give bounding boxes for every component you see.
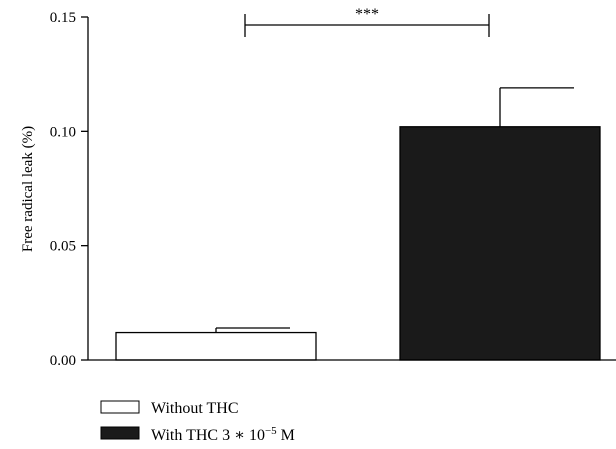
significance-label: *** bbox=[355, 6, 379, 23]
significance-bracket: *** bbox=[244, 6, 490, 37]
legend: Without THC With THC 3 ∗ 10−5 M bbox=[100, 400, 295, 444]
y-tick-label: 0.10 bbox=[50, 124, 76, 140]
legend-swatch-without-thc bbox=[100, 400, 140, 414]
legend-label-with-thc: With THC 3 ∗ 10−5 M bbox=[151, 425, 295, 444]
y-ticks-group: 0.00 0.05 0.10 0.15 bbox=[50, 10, 88, 369]
bar-1 bbox=[115, 331, 317, 361]
legend-swatch-with-thc bbox=[100, 426, 140, 440]
y-tick-label: 0.15 bbox=[50, 10, 76, 26]
bars-group bbox=[115, 126, 601, 361]
error-bars-group bbox=[215, 87, 574, 333]
y-tick-label: 0.05 bbox=[50, 239, 76, 255]
bar-2 bbox=[399, 126, 601, 361]
y-tick-label: 0.00 bbox=[50, 353, 76, 369]
legend-label-without-thc: Without THC bbox=[151, 400, 239, 417]
y-axis-title: Free radical leak (%) bbox=[20, 126, 36, 252]
